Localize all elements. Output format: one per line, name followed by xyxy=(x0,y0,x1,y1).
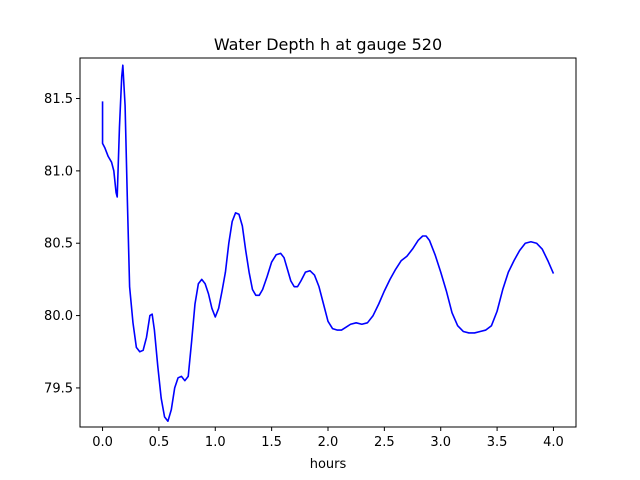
x-tick-label: 1.0 xyxy=(205,435,226,450)
axes-frame xyxy=(79,57,577,428)
y-tick-label: 79.5 xyxy=(44,381,73,396)
y-axis: 79.5 80.0 80.5 81.0 81.5 xyxy=(44,92,80,396)
y-tick-label: 80.0 xyxy=(44,309,73,324)
x-axis: 0.0 0.5 1.0 1.5 2.0 2.5 3.0 3.5 4.0 xyxy=(92,427,564,450)
y-tick-label: 81.5 xyxy=(44,92,73,107)
x-tick-label: 1.5 xyxy=(261,435,282,450)
x-tick-label: 0.5 xyxy=(149,435,170,450)
x-tick-label: 3.5 xyxy=(487,435,508,450)
y-tick-label: 81.0 xyxy=(44,164,73,179)
x-tick-label: 3.0 xyxy=(430,435,451,450)
x-tick-label: 0.0 xyxy=(92,435,113,450)
x-tick-label: 2.5 xyxy=(374,435,395,450)
y-tick-label: 80.5 xyxy=(44,237,73,252)
plot-area xyxy=(101,64,555,423)
chart-title: Water Depth h at gauge 520 xyxy=(214,35,442,54)
x-axis-label: hours xyxy=(310,457,347,472)
x-tick-label: 4.0 xyxy=(543,435,564,450)
x-tick-label: 2.0 xyxy=(318,435,339,450)
series-line-0 xyxy=(101,64,555,423)
